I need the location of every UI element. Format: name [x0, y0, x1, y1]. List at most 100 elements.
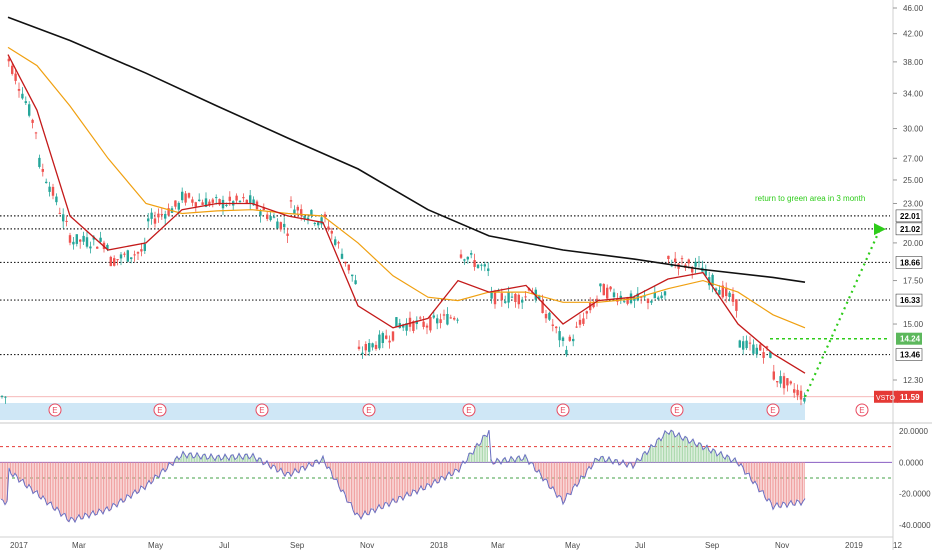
volume-area — [0, 403, 805, 420]
candle-body — [786, 378, 789, 386]
candle-body — [429, 317, 432, 331]
earnings-icon — [255, 403, 269, 417]
time-tick-label: Mar — [491, 541, 505, 550]
time-tick-label: 12 — [893, 541, 902, 550]
candle-body — [524, 296, 527, 298]
price-tick-label: 38.00 — [903, 58, 924, 67]
candle-body — [551, 324, 554, 326]
earnings-label: E — [157, 406, 162, 415]
candle-body — [72, 241, 75, 245]
candle-body — [147, 218, 150, 222]
candle-body — [738, 340, 741, 348]
candle-body — [48, 186, 51, 192]
candle-body — [368, 342, 371, 352]
candle-body — [405, 323, 408, 331]
candle-body — [252, 199, 255, 206]
level-label: 22.01 — [900, 212, 921, 221]
candle-body — [75, 234, 78, 244]
ma-fast-line — [7, 54, 806, 374]
candle-body — [283, 223, 286, 228]
candle-body — [769, 351, 772, 358]
candle-body — [157, 213, 160, 218]
candle-body — [419, 317, 422, 319]
time-tick-label: Sep — [290, 541, 305, 550]
candle-body — [538, 296, 541, 300]
candle-body — [565, 349, 568, 355]
price-tick-label: 42.00 — [903, 30, 924, 39]
price-tick-label: 12.30 — [903, 376, 924, 385]
price-tick-label: 34.00 — [903, 89, 924, 98]
ticker-label: VSTO — [876, 395, 895, 402]
earnings-icon — [766, 403, 780, 417]
candle-body — [143, 243, 146, 251]
oscillator-pane — [0, 429, 892, 524]
earnings-icon — [670, 403, 684, 417]
candle-body — [544, 313, 548, 319]
earnings-icon — [556, 403, 570, 417]
candle-body — [286, 233, 289, 236]
candle-body — [776, 381, 779, 383]
candle-body — [208, 201, 211, 206]
candle-body — [555, 326, 558, 329]
candle-body — [395, 317, 398, 327]
candle-body — [521, 299, 524, 303]
candle-body — [82, 235, 85, 242]
candle-body — [228, 196, 231, 201]
candle-body — [96, 246, 99, 249]
candle-body — [663, 291, 667, 296]
candle-body — [269, 216, 272, 221]
candle-body — [58, 212, 61, 214]
candle-body — [323, 214, 327, 218]
candle-body — [174, 200, 177, 207]
candle-body — [357, 346, 361, 349]
candle-body — [640, 296, 643, 298]
candle-body — [650, 300, 653, 303]
candle-body — [184, 193, 187, 203]
candle-body — [113, 258, 116, 266]
earnings-label: E — [674, 406, 679, 415]
candle-body — [459, 254, 463, 258]
candle-body — [31, 119, 34, 123]
candle-body — [289, 200, 293, 202]
candle-body — [541, 300, 544, 314]
candle-body — [126, 250, 129, 262]
candle-body — [194, 202, 197, 207]
candle-body — [347, 264, 350, 271]
osc-tick-label: -20.0000 — [899, 490, 931, 499]
candle-body — [109, 256, 112, 267]
earnings-label: E — [859, 406, 864, 415]
candle-body — [191, 199, 194, 203]
earnings-label: E — [259, 406, 264, 415]
candle-body — [65, 220, 68, 222]
candle-body — [279, 222, 282, 230]
candle-body — [45, 181, 48, 184]
osc-line — [0, 429, 806, 524]
candle-body — [79, 239, 82, 242]
candle-body — [320, 217, 323, 225]
candle-body — [374, 344, 378, 350]
osc-tick-label: -40.0000 — [899, 521, 931, 530]
candle-body — [480, 264, 483, 266]
candle-body — [215, 197, 218, 199]
candle-body — [680, 258, 684, 260]
candle-body — [181, 191, 184, 201]
candle-body — [17, 88, 21, 91]
earnings-icon — [855, 403, 869, 417]
volume-bars — [0, 403, 805, 420]
candle-body — [85, 237, 89, 247]
time-tick-label: 2018 — [430, 541, 448, 550]
candle-body — [578, 319, 582, 325]
candle-body — [133, 254, 136, 256]
candle-body — [41, 169, 44, 172]
candle-body — [442, 314, 446, 316]
candle-body — [657, 297, 660, 300]
candle-body — [721, 285, 724, 298]
candle-body — [211, 199, 214, 203]
candle-body — [504, 301, 507, 303]
candle-body — [582, 318, 585, 324]
candle-body — [296, 206, 299, 211]
candle-body — [432, 315, 435, 318]
